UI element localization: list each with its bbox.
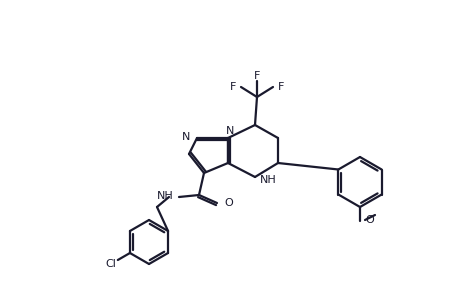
Text: O: O: [224, 198, 233, 208]
Text: Cl: Cl: [105, 259, 116, 269]
Text: N: N: [226, 126, 234, 136]
Text: O: O: [365, 215, 374, 225]
Text: F: F: [229, 82, 236, 92]
Text: NH: NH: [157, 191, 174, 201]
Text: N: N: [182, 132, 190, 142]
Text: NH: NH: [260, 175, 277, 185]
Text: F: F: [278, 82, 284, 92]
Text: F: F: [254, 71, 260, 81]
